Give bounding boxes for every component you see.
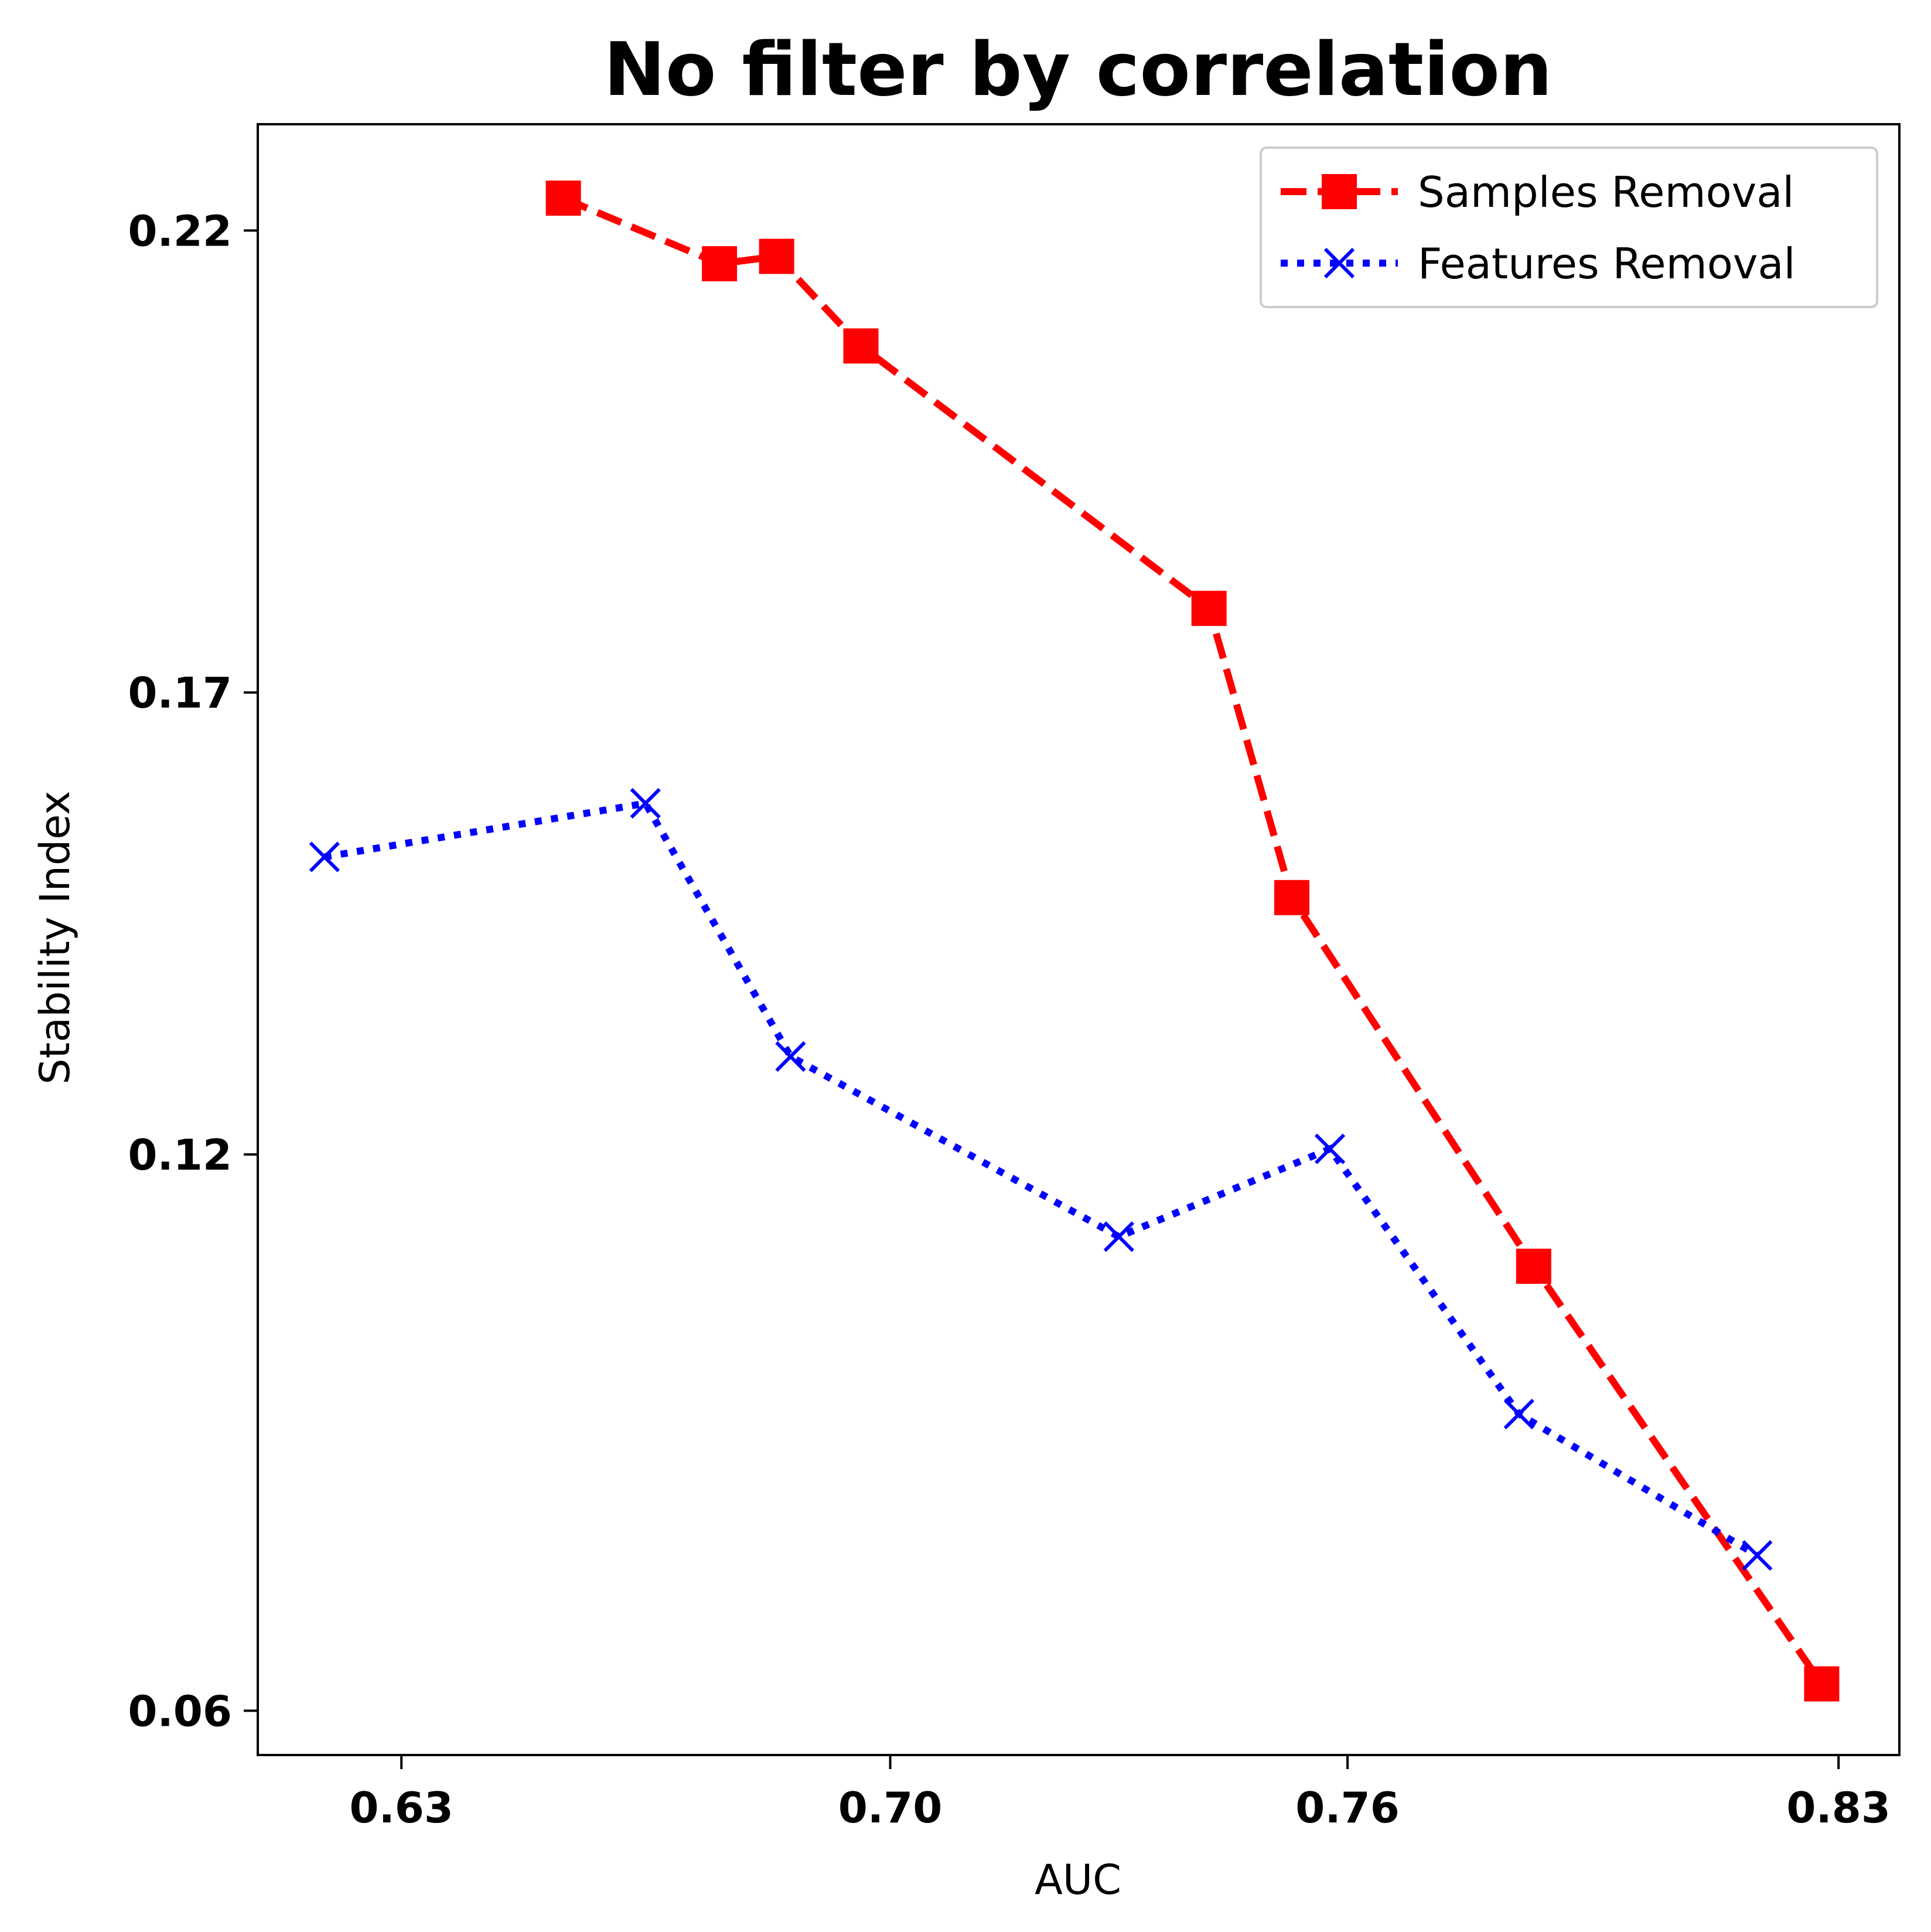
marker-stroke bbox=[1323, 247, 1355, 279]
legend-label-features-removal: Features Removal bbox=[1418, 239, 1795, 288]
features-removal-point bbox=[1103, 1221, 1134, 1252]
plot-area: 0.63 0.70 0.76 0.83 0.06 0.12 0.17 0.22 bbox=[128, 123, 1901, 1832]
legend-marker-samples-removal bbox=[1322, 174, 1357, 209]
marker-stroke bbox=[1314, 1133, 1346, 1164]
marker-stroke bbox=[309, 841, 340, 873]
features-removal-point bbox=[1503, 1399, 1534, 1430]
marker-stroke bbox=[1103, 1221, 1134, 1252]
features-removal-line bbox=[323, 799, 1759, 1559]
y-tick-label: 0.12 bbox=[128, 1130, 232, 1180]
samples-removal-point bbox=[1191, 591, 1227, 626]
samples-removal-point bbox=[1804, 1666, 1840, 1702]
y-tick-label: 0.17 bbox=[128, 669, 232, 718]
features-removal-point bbox=[1314, 1133, 1346, 1164]
samples-removal-point bbox=[1274, 880, 1310, 915]
x-tick-label: 0.70 bbox=[838, 1783, 943, 1832]
samples-removal-point bbox=[759, 238, 794, 274]
samples-removal-point bbox=[1516, 1248, 1551, 1284]
x-axis-label: AUC bbox=[1035, 1856, 1121, 1904]
marker-stroke bbox=[1503, 1399, 1534, 1430]
samples-removal-point bbox=[702, 246, 738, 282]
features-removal-point bbox=[309, 841, 340, 873]
legend-box bbox=[1260, 146, 1878, 308]
samples-removal-line bbox=[562, 195, 1825, 1686]
x-tick-label: 0.76 bbox=[1295, 1783, 1400, 1832]
samples-removal-point bbox=[545, 180, 581, 216]
y-tick-label: 0.06 bbox=[128, 1686, 232, 1736]
marker-stroke bbox=[630, 788, 661, 819]
features-removal-point bbox=[1742, 1540, 1773, 1571]
plot-frame bbox=[257, 123, 1901, 1756]
y-axis-label: Stability Index bbox=[31, 790, 79, 1084]
legend: Samples Removal Features Removal bbox=[1260, 146, 1878, 308]
legend-label-samples-removal: Samples Removal bbox=[1418, 168, 1794, 217]
x-tick-label: 0.63 bbox=[349, 1783, 453, 1832]
samples-removal-point bbox=[843, 328, 879, 364]
x-tick-label: 0.83 bbox=[1786, 1783, 1891, 1832]
features-removal-point bbox=[630, 788, 661, 819]
features-removal-point bbox=[775, 1041, 806, 1072]
marker-stroke bbox=[775, 1041, 806, 1072]
chart-title: No filter by correlation bbox=[603, 26, 1552, 113]
legend-marker-features-removal bbox=[1323, 247, 1355, 279]
marker-stroke bbox=[1742, 1540, 1773, 1571]
y-tick-label: 0.22 bbox=[128, 206, 232, 255]
